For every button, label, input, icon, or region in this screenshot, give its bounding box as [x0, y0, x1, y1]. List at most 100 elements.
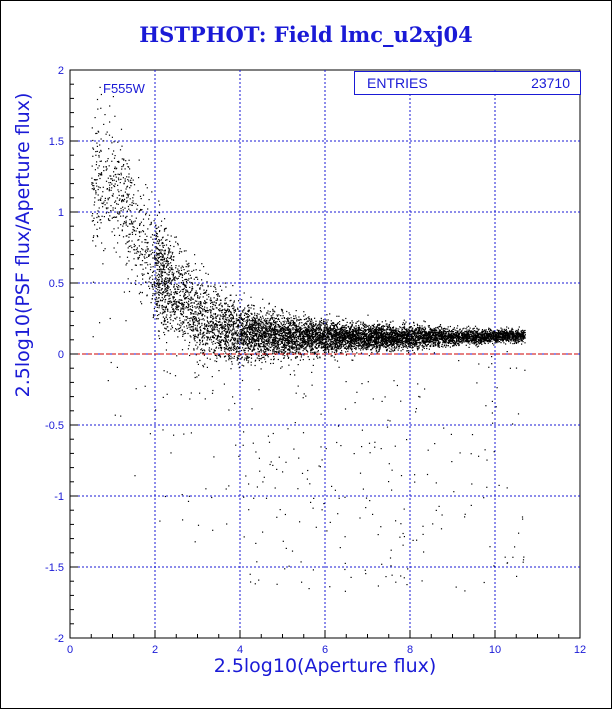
data-point	[199, 318, 201, 321]
data-point	[215, 317, 217, 319]
data-point	[212, 315, 214, 318]
data-point	[281, 332, 283, 335]
data-point	[401, 336, 403, 339]
data-point	[95, 182, 97, 184]
data-point	[246, 313, 248, 315]
data-point	[194, 306, 196, 308]
data-point	[276, 330, 278, 332]
data-point	[348, 332, 350, 334]
data-point	[420, 333, 422, 335]
data-point	[413, 332, 415, 334]
data-point	[211, 301, 213, 303]
data-point	[324, 346, 326, 348]
data-point	[379, 346, 382, 348]
data-point	[284, 342, 286, 344]
data-point	[244, 349, 246, 351]
data-point	[219, 285, 221, 287]
data-point	[158, 335, 160, 337]
data-point	[113, 185, 115, 187]
data-point	[164, 269, 166, 271]
data-point	[198, 317, 200, 319]
data-point	[409, 343, 411, 345]
data-point	[396, 335, 398, 338]
data-point	[98, 131, 100, 133]
data-point	[308, 336, 310, 338]
data-point	[165, 244, 168, 246]
data-point	[341, 350, 343, 352]
data-point	[269, 337, 271, 339]
data-point	[207, 336, 209, 338]
data-point	[177, 328, 179, 330]
data-point	[124, 207, 126, 209]
data-point	[413, 330, 415, 332]
data-point	[353, 343, 355, 345]
data-point	[146, 246, 148, 248]
data-point	[130, 220, 133, 222]
data-point	[385, 325, 387, 327]
data-point	[411, 346, 414, 348]
data-point	[369, 333, 371, 335]
data-point	[307, 317, 309, 319]
data-point	[289, 340, 291, 342]
data-point	[249, 346, 251, 348]
data-point	[219, 336, 221, 338]
data-point	[207, 338, 209, 340]
data-point	[137, 257, 139, 259]
data-point	[251, 346, 253, 348]
data-point	[195, 293, 197, 295]
data-point	[263, 356, 265, 358]
data-point	[410, 335, 412, 337]
data-point	[202, 296, 204, 298]
data-point	[263, 342, 265, 344]
data-point	[389, 333, 391, 335]
data-point	[478, 343, 480, 345]
data-point	[324, 321, 326, 323]
data-point	[355, 325, 357, 327]
data-point	[251, 304, 253, 306]
data-point	[511, 338, 514, 340]
data-point	[91, 127, 93, 129]
data-point	[372, 332, 375, 334]
data-point	[208, 293, 210, 295]
data-point	[344, 346, 346, 348]
data-point	[241, 329, 243, 331]
data-point	[297, 385, 299, 387]
data-point	[241, 333, 244, 335]
data-point	[162, 242, 164, 244]
data-point	[93, 187, 95, 189]
data-point	[320, 319, 323, 321]
data-point	[206, 326, 208, 328]
data-points	[91, 86, 526, 592]
data-point	[390, 342, 392, 344]
data-point	[403, 330, 405, 333]
data-point	[134, 245, 136, 247]
data-point	[358, 336, 360, 338]
data-point	[323, 342, 325, 344]
data-point	[465, 344, 467, 346]
data-point	[216, 294, 218, 296]
data-point	[284, 351, 286, 353]
data-point	[264, 320, 266, 323]
data-point	[210, 285, 212, 287]
data-point	[129, 219, 131, 221]
data-point	[491, 412, 493, 414]
data-point	[225, 321, 227, 323]
data-point	[329, 586, 331, 588]
data-point	[476, 346, 478, 348]
data-point	[464, 335, 466, 337]
data-point	[416, 347, 418, 349]
data-point	[185, 306, 187, 308]
data-point	[517, 328, 519, 330]
data-point	[314, 317, 316, 319]
data-point	[382, 339, 384, 341]
data-point	[184, 298, 186, 300]
data-point	[359, 328, 361, 330]
data-point	[270, 461, 272, 463]
data-point	[123, 222, 125, 224]
data-point	[98, 165, 100, 167]
data-point	[473, 342, 476, 344]
data-point	[298, 343, 301, 345]
data-point	[180, 394, 182, 396]
data-point	[483, 342, 485, 344]
data-point	[318, 465, 320, 467]
